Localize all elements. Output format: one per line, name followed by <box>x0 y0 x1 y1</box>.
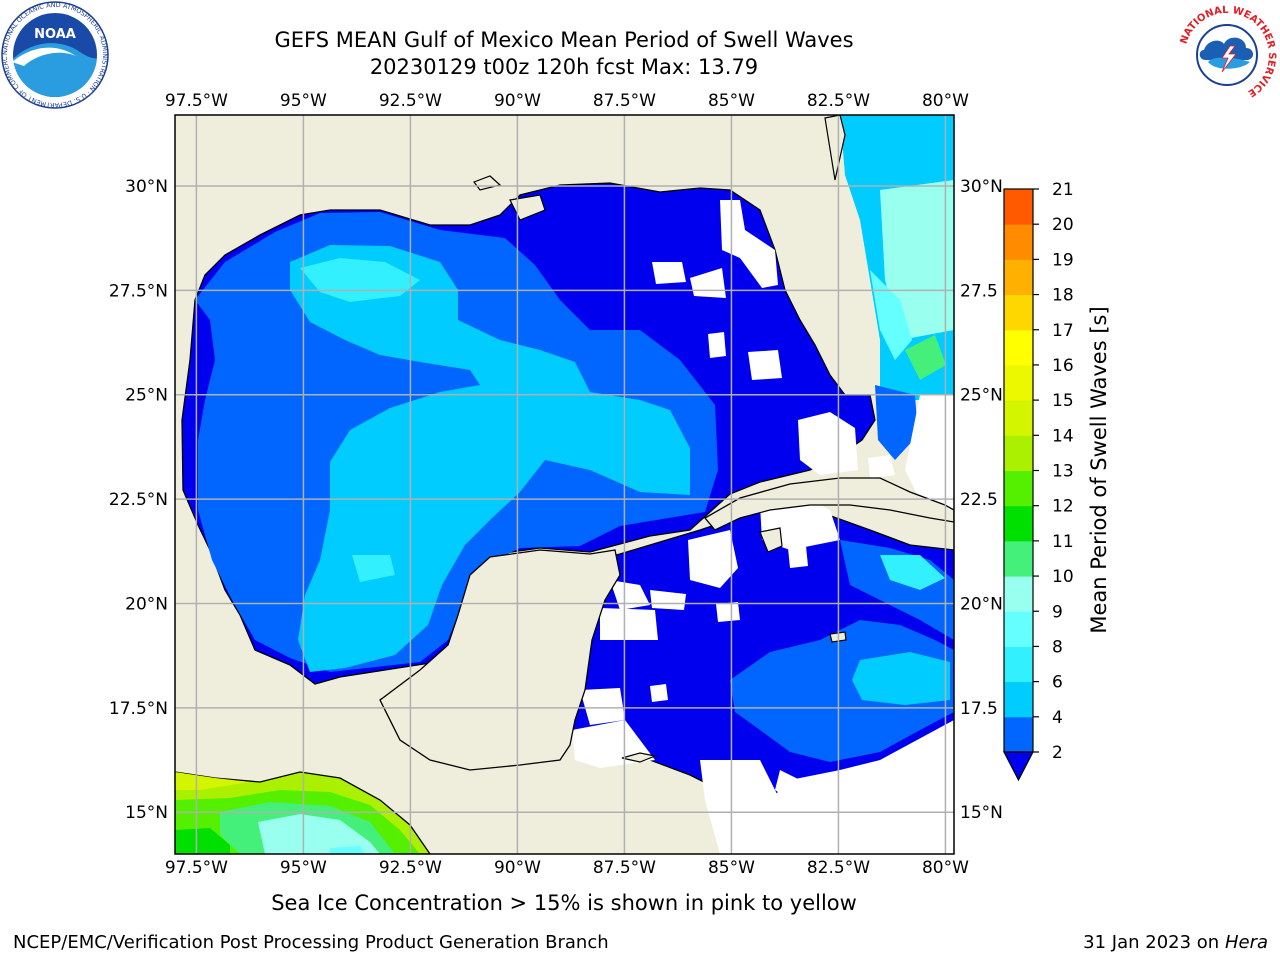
lat-labels-left: 30°N 27.5°N 25°N 22.5°N 20°N 17.5°N 15°N <box>109 177 168 823</box>
lat-label-right: 22.5 <box>960 490 998 510</box>
lat-label-right: 15°N <box>960 803 1003 823</box>
colorbar: 2 4 6 8 9 10 11 12 13 14 15 16 17 18 19 20 21 <box>1003 180 1074 782</box>
lat-label-right: 25°N <box>960 386 1003 406</box>
lat-label-left: 20°N <box>125 594 168 614</box>
lat-labels-right: 30°N 27.5 25°N 22.5 20°N 17.5 15°N <box>960 177 1003 823</box>
colorbar-tick-label: 18 <box>1052 286 1074 306</box>
lon-labels-bottom: 97.5°W 95°W 92.5°W 90°W 87.5°W 85°W 82.5°W 80°W <box>165 858 969 878</box>
lat-label-left: 30°N <box>125 177 168 197</box>
lon-label-bottom: 92.5°W <box>379 858 442 878</box>
date-text: 31 Jan 2023 on <box>1083 932 1220 953</box>
lon-label-top: 82.5°W <box>807 91 870 111</box>
lon-label-top: 87.5°W <box>593 91 656 111</box>
colorbar-label: Mean Period of Swell Waves [s] <box>1087 306 1111 633</box>
colorbar-tick-label: 17 <box>1052 321 1074 341</box>
lat-label-right: 20°N <box>960 594 1003 614</box>
lon-label-top: 80°W <box>922 91 969 111</box>
host-name: Hera <box>1224 932 1268 953</box>
colorbar-tick-label: 8 <box>1052 637 1063 657</box>
lon-label-bottom: 82.5°W <box>807 858 870 878</box>
colorbar-segment <box>1004 400 1033 436</box>
colorbar-tick-label: 12 <box>1052 497 1074 517</box>
map-frame <box>174 114 955 855</box>
lat-label-right: 27.5 <box>960 281 998 301</box>
colorbar-segment <box>1004 329 1033 366</box>
colorbar-segment <box>1004 364 1033 401</box>
lon-label-bottom: 87.5°W <box>593 858 656 878</box>
colorbar-tick-label: 4 <box>1052 708 1063 728</box>
colorbar-segment <box>1004 611 1033 647</box>
lat-label-left: 15°N <box>125 803 168 823</box>
date-stamp: 31 Jan 2023 on Hera <box>1083 932 1268 953</box>
colorbar-segment <box>1004 646 1033 683</box>
lat-label-left: 17.5°N <box>109 699 168 719</box>
lat-label-left: 22.5°N <box>109 490 168 510</box>
lon-label-top: 85°W <box>708 91 755 111</box>
lon-label-bottom: 90°W <box>494 858 541 878</box>
colorbar-tick-label: 21 <box>1052 180 1074 200</box>
colorbar-segment <box>1004 540 1033 577</box>
lat-label-right: 17.5 <box>960 699 998 719</box>
noaa-logo-text: NOAA <box>34 27 76 42</box>
colorbar-tick-label: 2 <box>1052 743 1063 763</box>
sea-ice-note: Sea Ice Concentration > 15% is shown in … <box>271 891 857 915</box>
map-gridlines <box>175 115 954 854</box>
lon-label-bottom: 97.5°W <box>165 858 228 878</box>
colorbar-segment <box>1004 435 1033 471</box>
colorbar-tick-label: 20 <box>1052 215 1074 235</box>
lon-label-top: 97.5°W <box>165 91 228 111</box>
colorbar-tick-label: 6 <box>1052 673 1063 693</box>
lon-label-top: 90°W <box>494 91 541 111</box>
colorbar-segment <box>1004 716 1033 753</box>
colorbar-segment <box>1004 470 1033 507</box>
chart-title: GEFS MEAN Gulf of Mexico Mean Period of … <box>274 28 854 52</box>
colorbar-tick-label: 13 <box>1052 462 1074 482</box>
colorbar-tick-label: 11 <box>1052 532 1074 552</box>
colorbar-tick-label: 15 <box>1052 391 1074 411</box>
colorbar-segment <box>1004 259 1033 296</box>
colorbar-tick-label: 19 <box>1052 250 1074 270</box>
lon-label-bottom: 80°W <box>922 858 969 878</box>
colorbar-segment <box>1004 576 1033 612</box>
colorbar-extend-arrow <box>1003 751 1034 782</box>
colorbar-segment <box>1004 189 1033 225</box>
colorbar-tick-label: 9 <box>1052 602 1063 622</box>
noaa-logo: NATIONAL OCEANIC AND ATMOSPHERIC ADMINIS… <box>0 0 109 109</box>
colorbar-segment <box>1004 224 1033 260</box>
colorbar-segment <box>1004 681 1033 718</box>
colorbar-tick-label: 16 <box>1052 356 1074 376</box>
nws-logo: NATIONAL WEATHER SERVICE <box>1174 2 1280 108</box>
yucatan-peninsula <box>379 549 621 771</box>
lon-label-bottom: 95°W <box>280 858 327 878</box>
cuba-island <box>704 477 954 531</box>
colorbar-segment <box>1004 294 1033 331</box>
lat-label-left: 25°N <box>125 386 168 406</box>
lon-label-bottom: 85°W <box>708 858 755 878</box>
lon-label-top: 92.5°W <box>379 91 442 111</box>
colorbar-segment <box>1004 505 1033 542</box>
chart-subtitle: 20230129 t00z 120h fcst Max: 13.79 <box>369 55 759 79</box>
credit-text: NCEP/EMC/Verification Post Processing Pr… <box>13 932 609 953</box>
colorbar-tick-label: 14 <box>1052 426 1074 446</box>
lat-label-left: 27.5°N <box>109 281 168 301</box>
colorbar-tick-label: 10 <box>1052 567 1074 587</box>
lon-labels-top: 97.5°W 95°W 92.5°W 90°W 87.5°W 85°W 82.5°W 80°W <box>165 91 969 111</box>
lon-label-top: 95°W <box>280 91 327 111</box>
lat-label-right: 30°N <box>960 177 1003 197</box>
